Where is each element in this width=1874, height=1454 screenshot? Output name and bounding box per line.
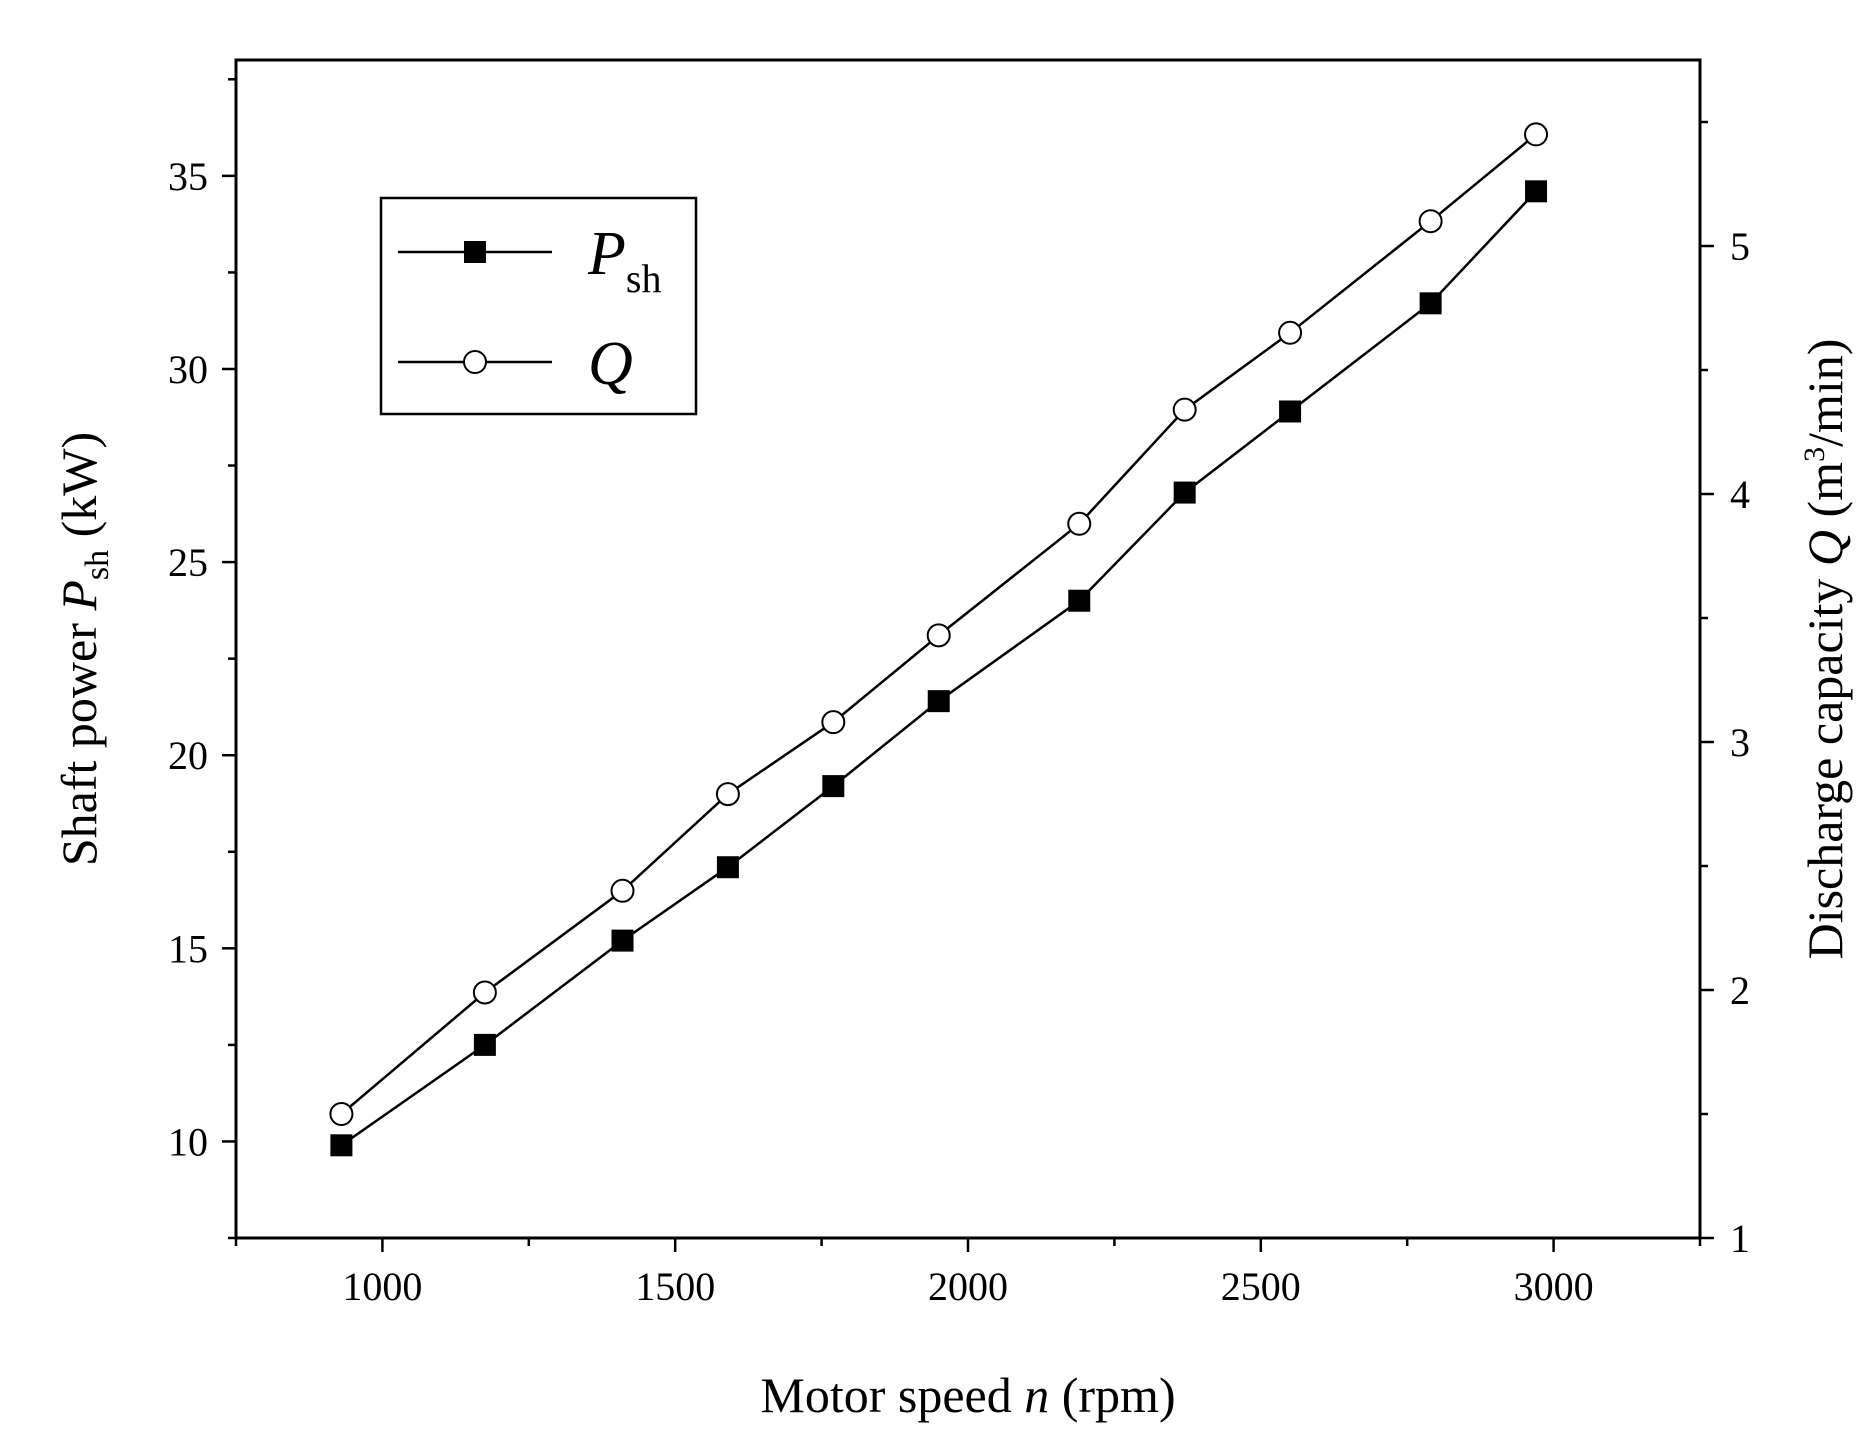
data-point-Q [472, 980, 497, 1005]
data-point-P_sh [330, 1134, 353, 1157]
y-left-tick-label: 25 [168, 540, 208, 585]
x-axis-title-text: Motor speed n (rpm) [760, 1367, 1175, 1423]
data-point-P_sh [1419, 292, 1442, 315]
legend-label-Q: Q [588, 330, 633, 398]
legend-box [379, 196, 698, 416]
data-point-Q [1524, 122, 1549, 147]
x-tick-label: 1500 [635, 1264, 715, 1309]
y-right-tick-label: 1 [1730, 1216, 1750, 1261]
y-left-axis-title: Shaft power Psh (kW) [51, 432, 116, 866]
data-point-P_sh [716, 856, 739, 879]
data-point-Q [1418, 209, 1443, 234]
data-point-P_sh [1525, 180, 1548, 203]
legend: Psh Q [379, 196, 698, 416]
x-tick-label: 3000 [1514, 1264, 1594, 1309]
y-right-tick-label: 5 [1730, 224, 1750, 269]
y-right-tick-label: 3 [1730, 720, 1750, 765]
data-point-Q [926, 623, 951, 648]
y-right-tick-label: 4 [1730, 472, 1750, 517]
legend-marker-P_sh [464, 241, 486, 263]
y-left-axis-title-text: Shaft power Psh (kW) [51, 432, 116, 866]
data-point-Q [610, 878, 635, 903]
y-left-tick-label: 20 [168, 733, 208, 778]
data-point-P_sh [1068, 589, 1091, 612]
data-point-P_sh [611, 929, 634, 952]
data-point-Q [1278, 320, 1303, 345]
data-point-P_sh [1173, 481, 1196, 504]
data-point-Q [329, 1102, 354, 1126]
legend-label-P_sh: Psh [587, 220, 661, 301]
x-tick-label: 1000 [342, 1264, 422, 1309]
data-point-P_sh [927, 690, 950, 713]
y-left-tick-label: 15 [168, 926, 208, 971]
x-axis-title: Motor speed n (rpm) [760, 1367, 1175, 1423]
legend-marker-Q [463, 350, 487, 374]
x-tick-label: 2000 [928, 1264, 1008, 1309]
data-point-Q [821, 710, 846, 735]
y-left-tick-label: 10 [168, 1119, 208, 1164]
data-point-P_sh [473, 1033, 496, 1056]
y-left-tick-label: 30 [168, 347, 208, 392]
y-right-axis-title: Discharge capacity Q (m3/min) [1797, 339, 1853, 960]
data-point-P_sh [822, 775, 845, 798]
y-right-axis-title-text: Discharge capacity Q (m3/min) [1797, 339, 1853, 960]
data-point-Q [1067, 511, 1092, 536]
data-point-Q [1172, 397, 1197, 422]
data-point-P_sh [1279, 400, 1302, 423]
y-left-tick-label: 35 [168, 154, 208, 199]
y-right-tick-label: 2 [1730, 968, 1750, 1013]
data-point-Q [715, 782, 740, 807]
x-tick-label: 2500 [1221, 1264, 1301, 1309]
